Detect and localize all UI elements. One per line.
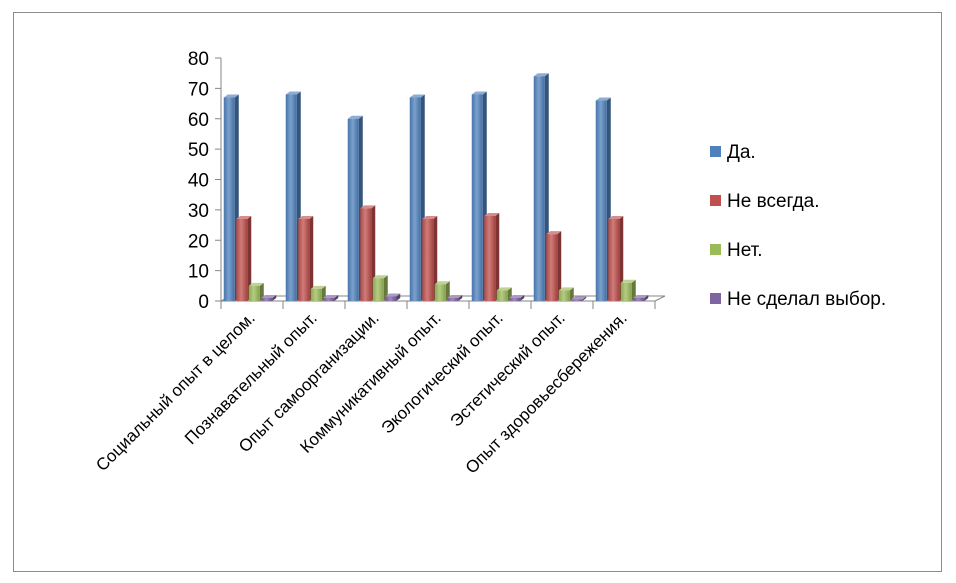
bar-top [409, 94, 425, 98]
bar-top [422, 215, 438, 219]
bar [323, 297, 335, 301]
bar [608, 218, 620, 301]
bar [484, 215, 496, 301]
bar [533, 76, 545, 301]
bar [385, 296, 397, 301]
bar [571, 299, 583, 301]
y-tick-label: 30 [188, 201, 209, 222]
x-category-label: Экологический опыт. [378, 308, 507, 437]
bar-top [620, 279, 636, 283]
bar [409, 97, 421, 301]
bar-top [558, 287, 574, 291]
y-tick-label: 80 [188, 49, 209, 70]
bar-top [323, 294, 339, 298]
axis-floor-edge-right [654, 295, 666, 302]
legend-label: Не сделал выбор. [727, 289, 886, 310]
legend-label: Нет. [727, 240, 763, 261]
bar-top [496, 287, 512, 291]
y-tick-label: 70 [188, 79, 209, 100]
bar-top [310, 285, 326, 289]
bar-top [434, 281, 450, 285]
bar [546, 234, 558, 301]
bar-side [433, 215, 438, 301]
bar-top [484, 212, 500, 216]
bar-side [557, 231, 562, 301]
bar [509, 297, 521, 301]
bar-side [520, 294, 525, 301]
bar [595, 100, 607, 302]
bar-side [458, 294, 463, 301]
bar-side [644, 294, 649, 301]
bar [248, 285, 260, 301]
bar [422, 218, 434, 301]
bar [285, 94, 297, 301]
bar-top [471, 91, 487, 95]
bar-side [259, 282, 264, 301]
bar [236, 218, 248, 301]
bar-side [383, 275, 388, 301]
bar-top [608, 215, 624, 219]
bar [620, 282, 632, 301]
bar-side [631, 279, 636, 301]
bar-side [569, 287, 574, 301]
bar-side [396, 293, 401, 301]
bar-top [248, 282, 264, 286]
bar-side [272, 294, 277, 301]
bar-side [619, 215, 624, 301]
bar-top [285, 91, 301, 95]
bar-top [633, 294, 649, 298]
bar [633, 297, 645, 301]
bar-top [347, 115, 363, 119]
bar-side [445, 281, 450, 301]
bar [261, 297, 273, 301]
bar [434, 284, 446, 301]
bar-top [447, 294, 463, 298]
y-tick-label: 60 [188, 110, 209, 131]
legend-label: Да. [727, 142, 756, 163]
bar-top [261, 294, 277, 298]
y-tick-label: 0 [198, 292, 209, 313]
legend-swatch [710, 146, 721, 157]
x-category-label: Эстетический опыт. [447, 308, 569, 430]
bar [372, 278, 384, 301]
bar-top [546, 231, 562, 235]
bar-top [571, 296, 587, 300]
bar [310, 288, 322, 301]
bar-top [236, 215, 252, 219]
bar-side [582, 296, 587, 301]
bar-top [595, 97, 611, 101]
legend-label: Не всегда. [727, 191, 820, 212]
legend-swatch [710, 244, 721, 255]
bar-top [372, 275, 388, 279]
bar-side [309, 215, 314, 301]
y-tick-label: 20 [188, 231, 209, 252]
bar [558, 290, 570, 301]
bar [447, 297, 459, 301]
y-tick-label: 50 [188, 140, 209, 161]
bar-side [495, 212, 500, 301]
legend-swatch [710, 293, 721, 304]
bar-top [223, 94, 239, 98]
bar-top [509, 294, 525, 298]
bar-top [385, 293, 401, 297]
bar [471, 94, 483, 301]
bar [360, 208, 372, 301]
y-tick-label: 10 [188, 262, 209, 283]
bar [496, 290, 508, 301]
bar-top [360, 205, 376, 209]
bar [298, 218, 310, 301]
bar-side [247, 215, 252, 301]
y-tick-label: 40 [188, 171, 209, 192]
bar-top [298, 215, 314, 219]
bar-side [371, 205, 376, 301]
bar [223, 97, 235, 301]
bar [347, 118, 359, 301]
bar-top [533, 73, 549, 77]
bar-side [334, 294, 339, 301]
legend-swatch [710, 195, 721, 206]
